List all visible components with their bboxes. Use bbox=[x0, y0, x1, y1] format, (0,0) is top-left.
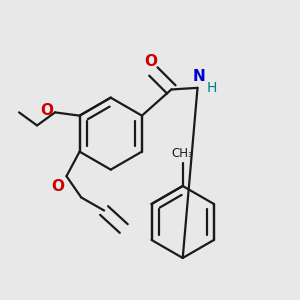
Text: H: H bbox=[207, 82, 217, 95]
Text: CH₃: CH₃ bbox=[172, 148, 194, 160]
Text: O: O bbox=[40, 103, 53, 118]
Text: O: O bbox=[144, 54, 157, 69]
Text: N: N bbox=[192, 69, 205, 84]
Text: O: O bbox=[51, 179, 64, 194]
